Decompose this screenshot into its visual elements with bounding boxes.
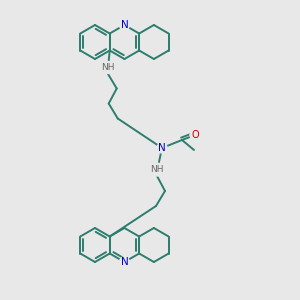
Circle shape [119,257,129,267]
Text: N: N [121,20,128,30]
Text: N: N [121,257,128,267]
Circle shape [119,20,129,30]
Circle shape [157,143,167,153]
Circle shape [151,164,163,176]
Text: NH: NH [101,63,115,72]
Text: O: O [191,130,199,140]
Text: NH: NH [150,166,164,175]
Circle shape [190,130,200,140]
Text: N: N [158,143,166,153]
Circle shape [102,61,114,74]
